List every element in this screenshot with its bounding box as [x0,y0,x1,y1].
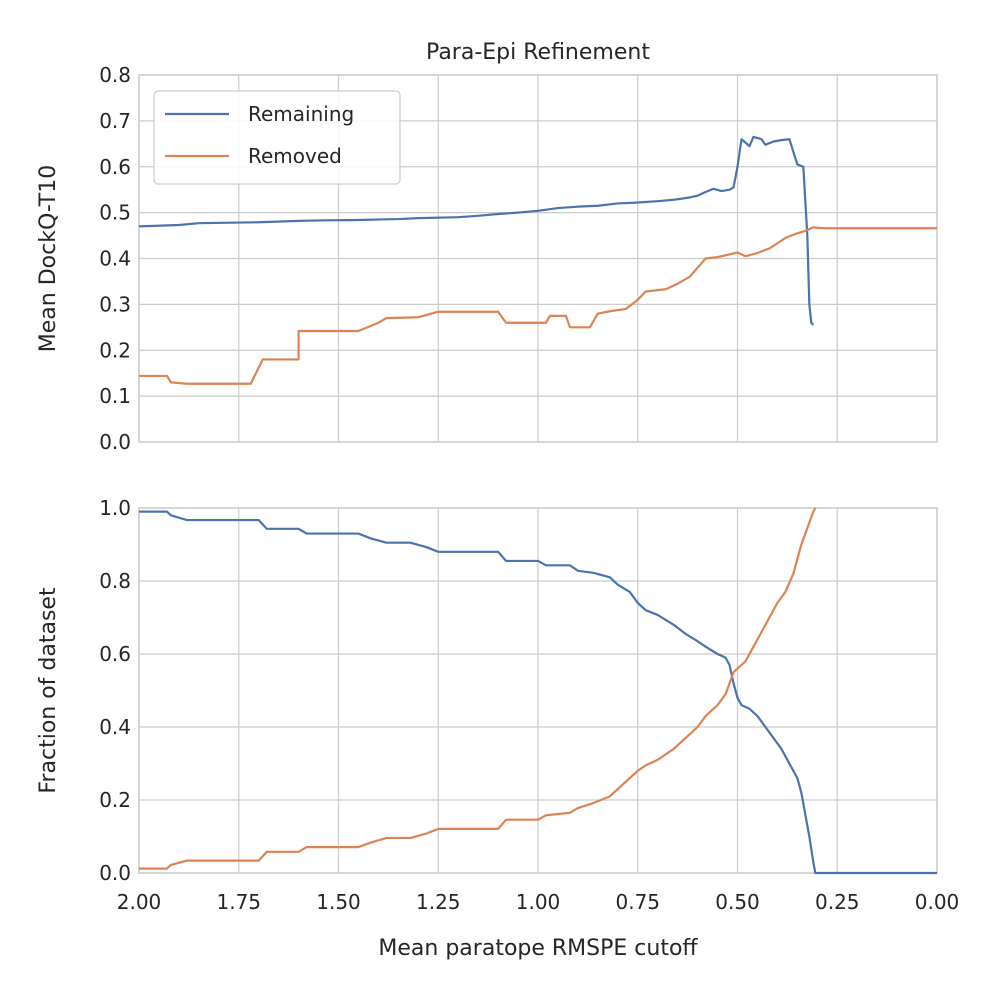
y-tick-label: 0.6 [99,155,131,179]
y-tick-label: 0.3 [99,292,131,316]
y-tick-label: 0.8 [99,569,131,593]
y-tick-label: 0.8 [99,63,131,87]
x-tick-label: 0.50 [715,890,760,914]
legend-label-removed: Removed [248,144,342,168]
y-axis-label: Mean DockQ-T10 [36,165,61,352]
y-tick-label: 0.4 [99,247,131,271]
x-tick-label: 1.75 [216,890,261,914]
y-tick-label: 1.0 [99,496,131,520]
legend-label-remaining: Remaining [248,102,354,126]
x-tick-label: 1.50 [316,890,361,914]
legend: Remaining Removed [153,90,401,185]
y-tick-label: 0.7 [99,109,131,133]
x-tick-label: 0.25 [815,890,860,914]
series-line-remaining [139,510,937,875]
bottom-panel: 0.0 0.2 0.4 0.6 0.8 1.0 2.00 1.75 1.50 1.25 1.00 0.… [36,496,959,961]
x-tick-label: 0.75 [615,890,660,914]
y-tick-label: 0.4 [99,715,131,739]
y-tick-label: 0.6 [99,642,131,666]
plot-frame [138,74,938,443]
y-tick-label: 0.0 [99,430,131,454]
x-tick-label: 0.00 [915,890,960,914]
y-tick-label: 0.2 [99,338,131,362]
y-tick-label: 0.5 [99,201,131,225]
x-tick-label: 1.00 [516,890,561,914]
x-tick-label: 2.00 [117,890,162,914]
x-tick-label: 1.25 [416,890,461,914]
x-axis-label: Mean paratope RMSPE cutoff [378,936,698,961]
top-panel: 0.0 0.1 0.2 0.3 0.4 0.5 0.6 0.7 0.8 Para-Epi Refi… [36,40,938,454]
y-axis-label: Fraction of dataset [36,587,61,794]
y-tick-label: 0.2 [99,788,131,812]
series-line-remaining [138,135,815,326]
chart-title: Para-Epi Refinement [426,40,650,65]
y-tick-label: 0.0 [99,861,131,885]
series-line-removed [139,507,817,870]
y-tick-label: 0.1 [99,384,131,408]
plot-frame [138,507,938,874]
series-line-removed [139,226,937,385]
